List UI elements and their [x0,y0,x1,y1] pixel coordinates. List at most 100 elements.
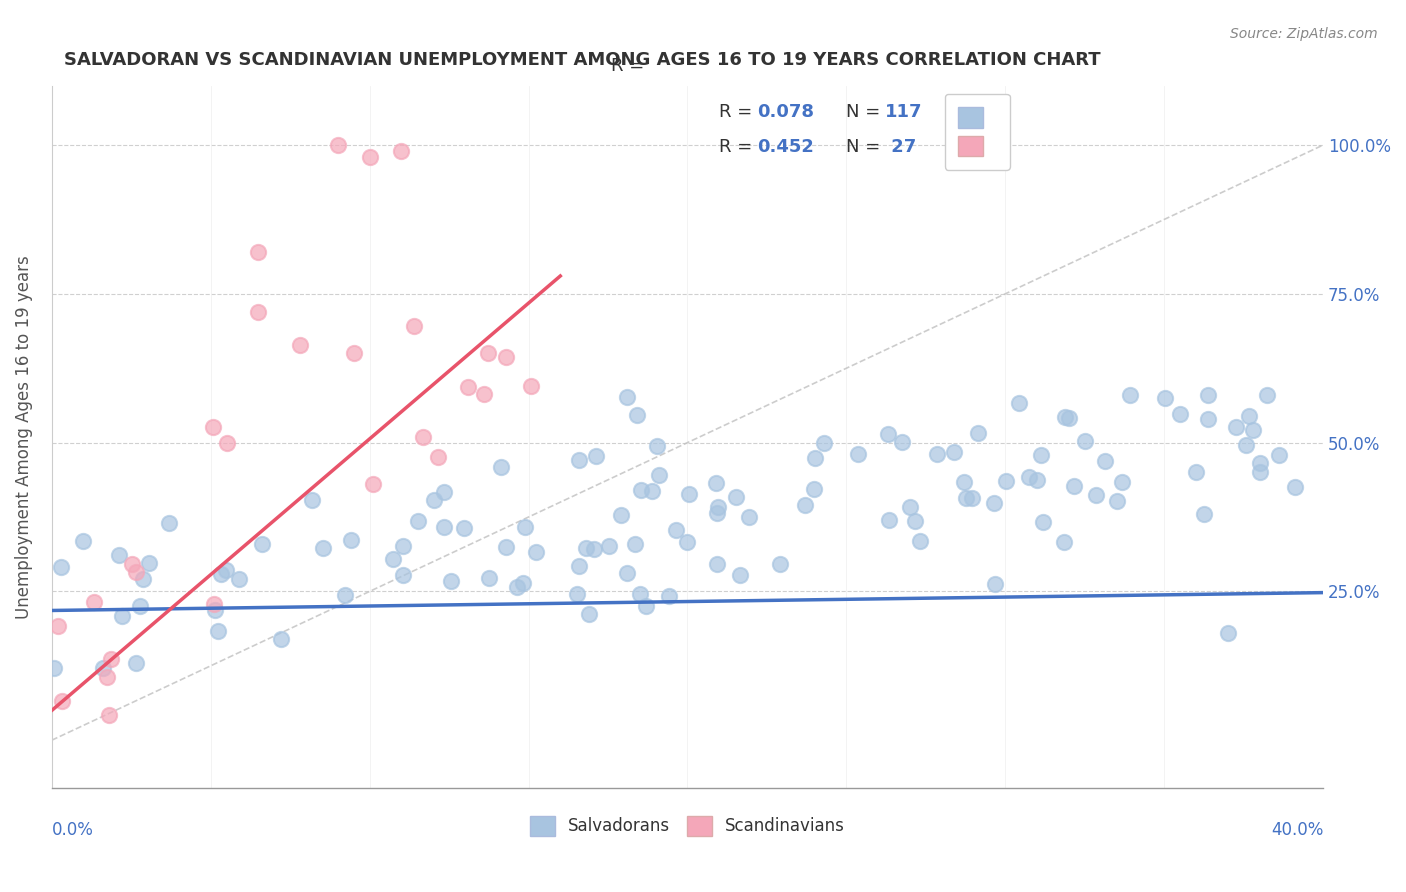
Point [412,430,434,444]
Text: 0.078: 0.078 [758,103,814,121]
Point [1111,475,1133,489]
Point [704,476,727,491]
Point [132,572,155,586]
Point [898,500,921,515]
Point [433,484,456,499]
Legend: Salvadorans, Scandinavians: Salvadorans, Scandinavians [523,809,852,843]
Point [846,447,869,461]
Point [207,624,229,639]
Point [610,508,633,522]
Point [925,447,948,461]
Point [585,450,607,464]
Point [343,346,366,360]
Point [665,524,688,538]
Point [648,467,671,482]
Point [42,661,65,675]
Point [678,487,700,501]
Point [440,574,463,589]
Point [247,245,270,260]
Point [1053,535,1076,549]
Point [645,439,668,453]
Point [1154,391,1177,405]
Point [93,660,115,674]
Point [124,657,146,671]
Point [1197,411,1219,425]
Point [426,450,449,464]
Point [1225,420,1247,434]
Point [966,426,988,441]
Point [908,534,931,549]
Point [333,588,356,602]
Point [1059,410,1081,425]
Point [326,138,349,153]
Point [1185,466,1208,480]
Point [495,350,517,364]
Point [111,608,134,623]
Point [630,483,652,497]
Point [312,541,335,555]
Point [489,460,512,475]
Point [904,515,927,529]
Point [1074,434,1097,449]
Text: R =: R = [720,103,758,121]
Point [960,491,983,506]
Point [877,513,900,527]
Point [955,491,977,505]
Text: 117: 117 [884,103,922,121]
Point [952,475,974,490]
Point [578,607,600,622]
Point [1026,473,1049,487]
Point [363,477,385,491]
Point [983,496,1005,510]
Point [457,379,479,393]
Point [598,539,620,553]
Point [100,652,122,666]
Point [477,345,499,359]
Point [1284,480,1306,494]
Text: R =: R = [612,57,650,76]
Point [804,450,827,465]
Point [96,670,118,684]
Point [1192,507,1215,521]
Text: Source: ZipAtlas.com: Source: ZipAtlas.com [1230,27,1378,41]
Point [474,386,496,401]
Point [247,304,270,318]
Point [1249,466,1271,480]
Point [942,445,965,459]
Point [1107,493,1129,508]
Point [506,580,529,594]
Point [628,587,651,601]
Point [1249,456,1271,470]
Point [215,436,238,450]
Point [202,597,225,611]
Point [108,549,131,563]
Point [138,556,160,570]
Point [1234,438,1257,452]
Point [391,567,413,582]
Point [270,632,292,646]
Text: 27: 27 [884,138,915,156]
Point [121,558,143,572]
Point [1119,388,1142,402]
Point [404,318,426,333]
Point [565,587,588,601]
Point [389,144,412,158]
Point [876,427,898,442]
Text: N =: N = [846,103,886,121]
Point [1241,423,1264,437]
Text: N =: N = [846,138,886,156]
Point [1267,448,1289,462]
Text: R =: R = [720,138,758,156]
Point [125,565,148,579]
Point [201,420,224,434]
Point [706,506,728,520]
Point [676,535,699,549]
Point [1063,479,1085,493]
Point [794,498,817,512]
Point [1216,626,1239,640]
Point [157,516,180,531]
Point [626,408,648,422]
Point [624,537,647,551]
Point [83,595,105,609]
Point [616,390,638,404]
